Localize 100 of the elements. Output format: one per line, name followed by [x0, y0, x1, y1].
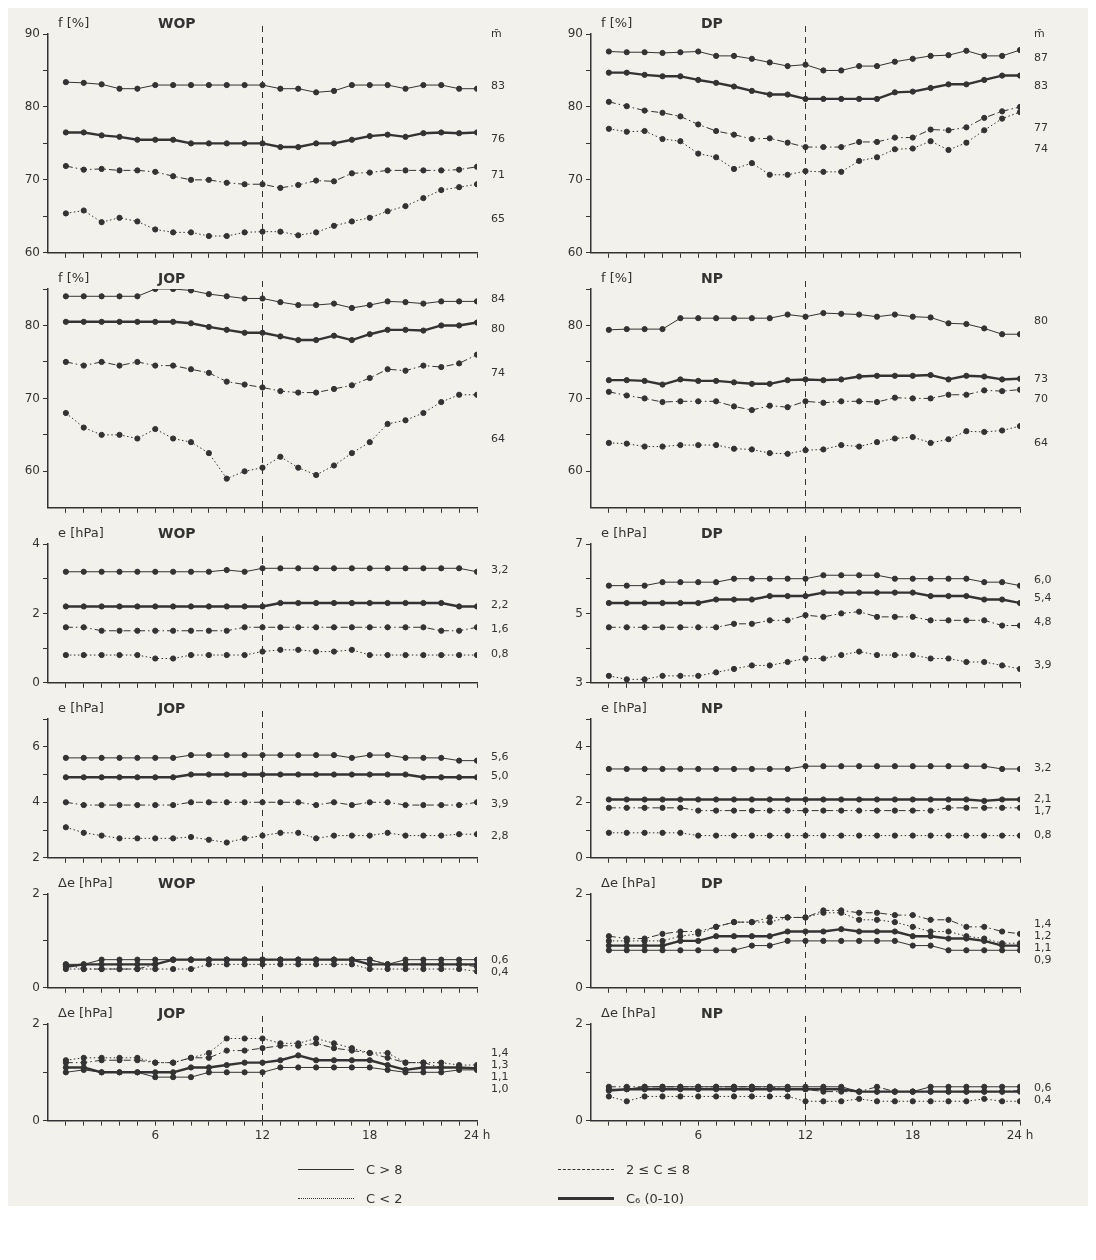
y-tick-label: 2 — [575, 794, 583, 809]
text: 3,9 — [491, 796, 509, 810]
y-tick-label: 80 — [24, 99, 40, 114]
text: 1,0 — [491, 1082, 509, 1096]
y-tick-label: 60 — [567, 244, 583, 259]
y-tick-label: 0 — [575, 979, 583, 994]
y-tick-label: 70 — [24, 390, 40, 405]
text: 0,4 — [1034, 1092, 1052, 1106]
y-tick-label: 90 — [567, 26, 583, 41]
x-tick-label: 12 — [254, 1127, 271, 1142]
y-tick-label: 60 — [24, 463, 40, 478]
text: 0,6 — [1034, 1080, 1052, 1094]
text: 74 — [491, 366, 505, 380]
y-axis-title: f [%] — [58, 270, 90, 286]
text: 0,4 — [491, 965, 509, 979]
chart-title: NP — [701, 1004, 723, 1021]
y-axis-title: Δe [hPa] — [601, 875, 656, 891]
y-tick-label: 80 — [24, 317, 40, 332]
y-axis-title: e [hPa] — [58, 700, 104, 716]
legend-label: C > 8 — [366, 1162, 403, 1177]
text: 64 — [491, 431, 505, 445]
text: 74 — [1034, 142, 1048, 156]
text: 87 — [1034, 50, 1048, 64]
y-tick-label: 0 — [32, 979, 40, 994]
text: 80 — [1034, 314, 1048, 328]
text: 0,9 — [1034, 952, 1052, 966]
text: 77 — [1034, 121, 1048, 135]
text: 0,8 — [491, 647, 509, 661]
text: 1,4 — [491, 1046, 509, 1060]
chart-title: WOP — [158, 14, 196, 31]
y-tick-label: 80 — [567, 317, 583, 332]
x-tick-label: 18 — [362, 1127, 378, 1142]
y-axis-title: e [hPa] — [601, 700, 647, 716]
y-axis-title: e [hPa] — [58, 525, 104, 541]
chart-title: JOP — [157, 699, 186, 716]
legend-label: 2 ≤ C ≤ 8 — [626, 1162, 690, 1177]
text: 1,7 — [1034, 804, 1052, 818]
text: 70 — [1034, 392, 1048, 406]
y-tick-label: 70 — [567, 390, 583, 405]
legend-label: C₆ (0-10) — [626, 1191, 685, 1206]
y-axis-title: f [%] — [601, 270, 633, 286]
y-tick-label: 0 — [575, 849, 583, 864]
text: 1,6 — [491, 621, 509, 635]
text: 5,4 — [1034, 590, 1052, 604]
y-axis-title: f [%] — [58, 15, 90, 31]
text: 83 — [1034, 79, 1048, 93]
y-tick-label: 0 — [32, 674, 40, 689]
y-tick-label: 4 — [32, 794, 40, 809]
y-tick-label: 90 — [24, 26, 40, 41]
text: 83 — [491, 79, 505, 93]
text: 0,6 — [491, 953, 509, 967]
y-tick-label: 3 — [575, 674, 583, 689]
text: 65 — [491, 211, 505, 225]
y-axis-title: Δe [hPa] — [601, 1005, 656, 1021]
text: 2,8 — [491, 828, 509, 842]
y-tick-label: 2 — [32, 886, 40, 901]
legend-label: C < 2 — [366, 1191, 403, 1206]
text: 80 — [491, 321, 505, 335]
text: 1,4 — [1034, 916, 1052, 930]
x-tick-label: 6 — [694, 1127, 703, 1142]
chart-title: DP — [701, 524, 723, 541]
y-axis-title: f [%] — [601, 15, 633, 31]
y-axis-title: Δe [hPa] — [58, 875, 113, 891]
chart-title: NP — [701, 269, 723, 286]
chart-title: JOP — [157, 1004, 186, 1021]
y-tick-label: 2 — [575, 886, 583, 901]
chart-title: WOP — [158, 874, 196, 891]
y-tick-label: 2 — [575, 1016, 583, 1031]
text: 1,2 — [1034, 928, 1052, 942]
text: 71 — [491, 167, 505, 181]
chart-title: DP — [701, 874, 723, 891]
text: 4,8 — [1034, 614, 1052, 628]
y-tick-label: 70 — [567, 171, 583, 186]
chart-title: JOP — [157, 269, 186, 286]
y-tick-label: 4 — [575, 738, 583, 753]
text: 5,0 — [491, 768, 509, 782]
y-tick-label: 2 — [32, 1016, 40, 1031]
y-tick-label: 7 — [575, 536, 583, 551]
chart-title: NP — [701, 699, 723, 716]
text: 84 — [491, 291, 505, 305]
text: 0,8 — [1034, 827, 1052, 841]
text: 3,2 — [1034, 760, 1052, 774]
text: 5,6 — [491, 749, 509, 763]
y-axis-title: Δe [hPa] — [58, 1005, 113, 1021]
text: m̄ — [1034, 26, 1045, 40]
text: m̄ — [491, 26, 502, 40]
text: 1,3 — [491, 1058, 509, 1072]
text: 73 — [1034, 372, 1048, 386]
x-tick-label: 24 h — [1006, 1127, 1034, 1142]
text: 1,1 — [491, 1070, 509, 1084]
text: 3,2 — [491, 562, 509, 576]
y-tick-label: 60 — [24, 244, 40, 259]
y-tick-label: 2 — [32, 605, 40, 620]
y-tick-label: 5 — [575, 605, 583, 620]
text: 2,1 — [1034, 792, 1052, 806]
y-tick-label: 60 — [567, 463, 583, 478]
chart-title: WOP — [158, 524, 196, 541]
text: 64 — [1034, 435, 1048, 449]
text: 6,0 — [1034, 573, 1052, 587]
text: 3,9 — [1034, 657, 1052, 671]
